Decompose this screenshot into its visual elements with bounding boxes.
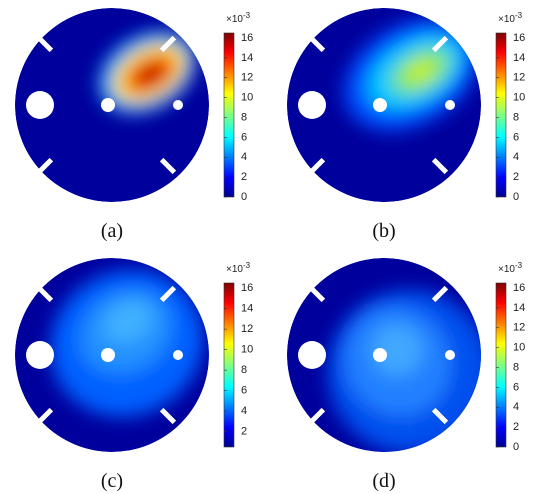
slot <box>36 157 54 175</box>
contour <box>370 324 423 377</box>
colorbar-tick-label: 14 <box>241 52 253 64</box>
panel-label: (c) <box>101 470 123 492</box>
scale-exponent: -3 <box>515 261 523 270</box>
colorbar-tick-label: 16 <box>513 282 525 294</box>
colorbar-tick-label: 8 <box>513 111 519 123</box>
hole <box>445 100 455 110</box>
colorbar-tick-label: 6 <box>513 381 519 393</box>
colorbar-scale: ×10-3 <box>226 11 251 25</box>
colorbar-tick-label: 14 <box>513 52 525 64</box>
panel: ×10-3 0 2 4 6 8 10 12 14 16 (b) <box>287 8 525 242</box>
slot <box>36 35 54 53</box>
slot <box>308 35 326 53</box>
hole <box>173 100 183 110</box>
colorbar-tick-label: 8 <box>241 111 247 123</box>
scale-exponent: -3 <box>243 11 251 20</box>
colorbar-tick-label: 0 <box>513 441 519 453</box>
scale-base: ×10 <box>226 14 243 25</box>
colorbar-scale: ×10-3 <box>498 11 523 25</box>
contour <box>134 62 168 88</box>
colorbar <box>495 282 507 448</box>
hole <box>298 91 326 119</box>
colorbar-tick-label: 0 <box>513 191 519 203</box>
field-map <box>287 258 481 452</box>
hole <box>101 98 115 112</box>
hole <box>373 98 387 112</box>
colorbar-tick-label: 8 <box>241 364 247 376</box>
colorbar-tick-label: 2 <box>513 171 519 183</box>
colorbar-tick-label: 2 <box>513 421 519 433</box>
panel: ×10-3 0 2 4 6 8 10 12 14 16 (a) <box>15 8 253 242</box>
hole <box>298 341 326 369</box>
panel-label: (b) <box>372 220 395 242</box>
slot <box>159 285 177 303</box>
colorbar-tick-label: 4 <box>241 405 247 417</box>
colorbar-tick-label: 2 <box>241 426 247 438</box>
panel-label: (a) <box>101 220 123 242</box>
colorbar <box>223 282 235 448</box>
slot <box>36 407 54 425</box>
slot <box>159 157 177 175</box>
hot-spot <box>327 289 481 452</box>
hot-spot <box>343 18 479 131</box>
colorbar-tick-label: 6 <box>513 131 519 143</box>
hole <box>26 341 54 369</box>
slot <box>431 157 449 175</box>
slot <box>431 407 449 425</box>
colorbar-tick-label: 6 <box>241 385 247 397</box>
colorbar-tick-label: 10 <box>513 92 525 104</box>
slot <box>159 35 177 53</box>
panel: ×10-3 0 2 4 6 8 10 12 14 16 (d) <box>287 258 525 492</box>
colorbar-tick-label: 2 <box>241 171 247 183</box>
contour <box>406 59 436 84</box>
scale-exponent: -3 <box>515 11 523 20</box>
colorbar-tick-label: 12 <box>513 322 525 334</box>
slot <box>431 285 449 303</box>
colorbar-tick-label: 12 <box>513 72 525 84</box>
panel: ×10-3 2 4 6 8 10 12 14 16 (c) <box>15 258 253 492</box>
colorbar-tick-label: 12 <box>241 323 253 335</box>
colorbar-tick-label: 16 <box>241 282 253 294</box>
colorbar-tick-label: 16 <box>513 32 525 44</box>
colorbar-tick-label: 14 <box>513 302 525 314</box>
contour <box>103 299 153 344</box>
slot <box>159 407 177 425</box>
colorbar <box>223 32 235 198</box>
colorbar-scale: ×10-3 <box>226 261 251 275</box>
colorbar-tick-label: 16 <box>241 32 253 44</box>
colorbar-tick-label: 6 <box>241 131 247 143</box>
colorbar <box>495 32 507 198</box>
slot <box>308 157 326 175</box>
scale-exponent: -3 <box>243 261 251 270</box>
hole <box>445 350 455 360</box>
scale-base: ×10 <box>226 264 243 275</box>
hot-spot <box>98 31 196 114</box>
panel-label: (d) <box>372 470 395 492</box>
colorbar-tick-label: 4 <box>513 151 519 163</box>
colorbar-scale: ×10-3 <box>498 261 523 275</box>
colorbar-tick-label: 0 <box>241 191 247 203</box>
scale-base: ×10 <box>498 14 515 25</box>
colorbar-tick-label: 12 <box>241 72 253 84</box>
colorbar-tick-label: 10 <box>241 92 253 104</box>
hole <box>373 348 387 362</box>
hole <box>173 350 183 360</box>
colorbar-tick-label: 10 <box>513 342 525 354</box>
slot <box>308 285 326 303</box>
colorbar-tick-label: 14 <box>241 303 253 315</box>
colorbar-tick-label: 4 <box>513 401 519 413</box>
slot <box>36 285 54 303</box>
colorbar-tick-label: 8 <box>513 361 519 373</box>
slot <box>431 35 449 53</box>
hole <box>26 91 54 119</box>
colorbar-tick-label: 10 <box>241 344 253 356</box>
colorbar-tick-label: 4 <box>241 151 247 163</box>
hole <box>101 348 115 362</box>
slot <box>308 407 326 425</box>
scale-base: ×10 <box>498 264 515 275</box>
